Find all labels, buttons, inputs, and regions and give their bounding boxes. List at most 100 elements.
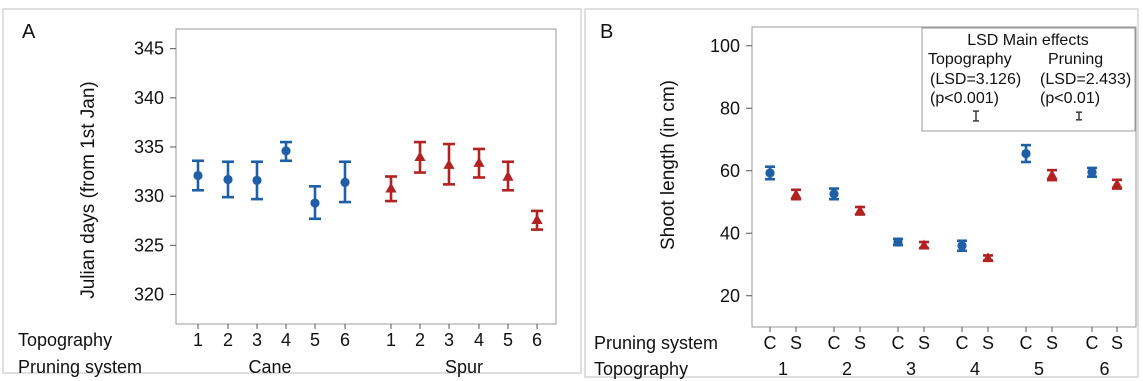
panel-b-s-point [918,239,930,250]
lsd-bars [973,110,1082,122]
panel-b-s-point [854,205,866,216]
panel-a-spur-point-marker [531,214,543,224]
panel-a-row-label-topography: Topography [18,330,112,350]
panel-a-y-axis: 320 325 330 335 340 345 [134,39,176,305]
panel-a-spur-point [414,140,426,174]
panel-b-topography-tick-label: 2 [842,359,852,379]
panel-a-spur-point [502,160,514,192]
panel-a-cane-point-marker [252,175,262,186]
panel-a-data-points [192,140,543,231]
panel-b-y-tick-label: 60 [720,161,740,181]
panel-a-cane-point-marker [193,170,203,181]
panel-a-x-tick-label: 3 [252,330,262,350]
panel-a-spur-point-marker [414,151,426,162]
lsd-pruning-p: (p<0.01) [1040,90,1100,107]
panel-a-spur-point-marker [473,157,485,167]
panel-a-x-tick-label: 5 [503,330,513,350]
lsd-topography-label: Topography [928,51,1012,68]
panel-b-y-tick-label: 40 [720,223,740,243]
panel-a-y-tick-label: 345 [134,39,164,59]
panel-b-c-point-marker [957,241,967,251]
lsd-box [921,27,1136,132]
panel-a-x-tick-label: 6 [532,330,542,350]
panel-a-cane-point [339,160,351,204]
lsd-pruning-label: Pruning [1048,51,1103,68]
panel-a-spur-point [385,175,397,203]
panel-a-cane-point-marker [223,174,233,185]
panel-b-data-points [765,143,1123,263]
panel-a-frame [2,8,582,374]
panel-b-y-axis: 20 40 60 80 100 [710,36,752,306]
panel-b-s-point-marker [918,239,930,250]
panel-b-topography-tick-label: 4 [970,359,980,379]
panel-b-s-point [1046,168,1058,182]
panel-b-row-label-pruning: Pruning system [594,333,718,353]
panel-b-s-point-marker [854,205,866,215]
panel-b-pruning-tick-label: S [918,333,930,353]
panel-b-c-point [1087,166,1097,178]
panel-a-plot-area [175,28,557,325]
panel-b-pruning-tick-label: S [790,333,802,353]
panel-b-pruning-tick-label: C [892,333,905,353]
panel-b-c-point [1021,143,1031,164]
panel-a-cane-point-marker [340,177,350,187]
panel-b-s-point [790,188,802,201]
panel-b-y-tick-label: 80 [720,98,740,118]
panel-a-spur-point [443,142,455,186]
lsd-topography-p: (p<0.001) [930,90,999,107]
panel-b-c-point-marker [893,237,903,247]
panel-b-c-point-marker [765,168,775,178]
lsd-topography-value: (LSD=3.126) [930,71,1021,88]
panel-a-cane-point [251,160,263,201]
panel-a-cane-point [222,160,234,199]
panel-a-spur-point [531,209,543,231]
panel-b-s-point-marker [1046,169,1058,180]
panel-b-row-label-topography: Topography [594,359,688,379]
panel-a-x-tick-label: 3 [444,330,454,350]
panel-a-spur-point [473,147,485,179]
panel-a-ylabel: Julian days (from 1st Jan) [78,81,99,299]
panel-a-x-tick-label: 5 [310,330,320,350]
lsd-pruning-value: (LSD=2.433) [1040,71,1131,88]
panel-b-x-tick-labels: C S1C S2C S3C S4C S5C S6 [764,327,1123,379]
panel-b-pruning-tick-label: S [1111,333,1123,353]
panel-b-pruning-tick-label: C [828,333,841,353]
panel-b-pruning-tick-label: S [982,333,994,353]
panel-a-cane-point-marker [310,198,320,208]
panel-b-pruning-tick-label: C [1086,333,1099,353]
panel-a-label: A [22,21,36,43]
panel-b-topography-tick-label: 6 [1099,359,1109,379]
panel-a-y-tick-label: 340 [134,88,164,108]
panel-b-topography-tick-label: 3 [906,359,916,379]
panel-a-row-label-pruning: Pruning system [18,357,142,377]
lsd-bar-topography [973,110,979,122]
lsd-title: LSD Main effects [967,32,1089,49]
panel-b-frame [584,8,1139,378]
panel-b-c-point-marker [1021,148,1031,159]
panel-a-x-tick-label: 4 [281,330,291,350]
panel-b-y-tick-label: 100 [710,36,740,56]
panel-a-spur-point-marker [502,170,514,181]
lsd-bar-pruning [1076,111,1082,121]
panel-b-y-tick-label: 20 [720,286,740,306]
panel-a-group-label-spur: Spur [445,357,483,377]
panel-b-c-point-marker [829,189,839,199]
panel-b-c-point [957,239,967,253]
panel-b-c-point [893,237,903,247]
panel-a-y-tick-label: 335 [134,137,164,157]
panel-a-x-tick-label: 6 [340,330,350,350]
panel-a-spur-point-marker [385,182,397,193]
panel-a-y-tick-label: 325 [134,235,164,255]
panel-a-cane-point-marker [281,146,291,156]
panel-b-c-point-marker [1087,167,1097,177]
panel-a-spur-point-marker [443,159,455,169]
panel-b-c-point [765,165,775,181]
panel-b-label: B [600,21,613,43]
panel-a-y-tick-label: 320 [134,285,164,305]
panel-a-x-tick-label: 2 [415,330,425,350]
panel-b-s-point [982,252,994,263]
panel-b-pruning-tick-label: C [1020,333,1033,353]
panel-b-pruning-tick-label: C [764,333,777,353]
panel-b-pruning-tick-label: S [854,333,866,353]
